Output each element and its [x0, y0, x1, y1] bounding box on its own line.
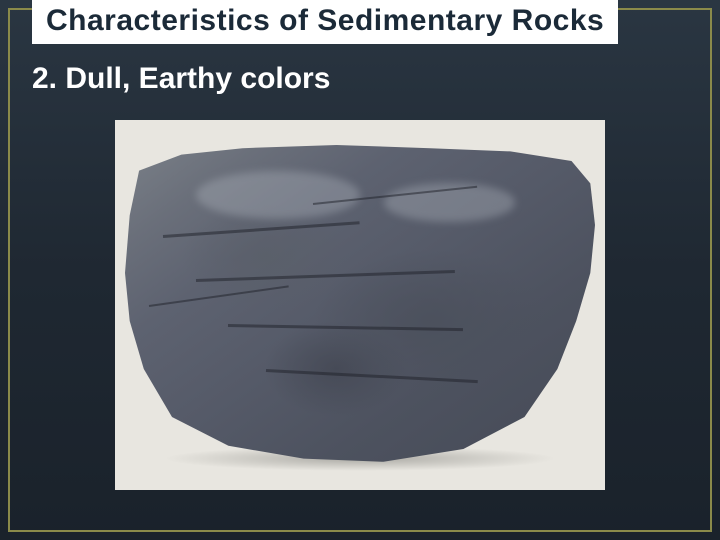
rock-illustration	[125, 145, 595, 465]
slide-title: Characteristics of Sedimentary Rocks	[32, 0, 618, 44]
slide-subtitle: 2. Dull, Earthy colors	[32, 62, 330, 96]
rock-image	[115, 120, 605, 490]
